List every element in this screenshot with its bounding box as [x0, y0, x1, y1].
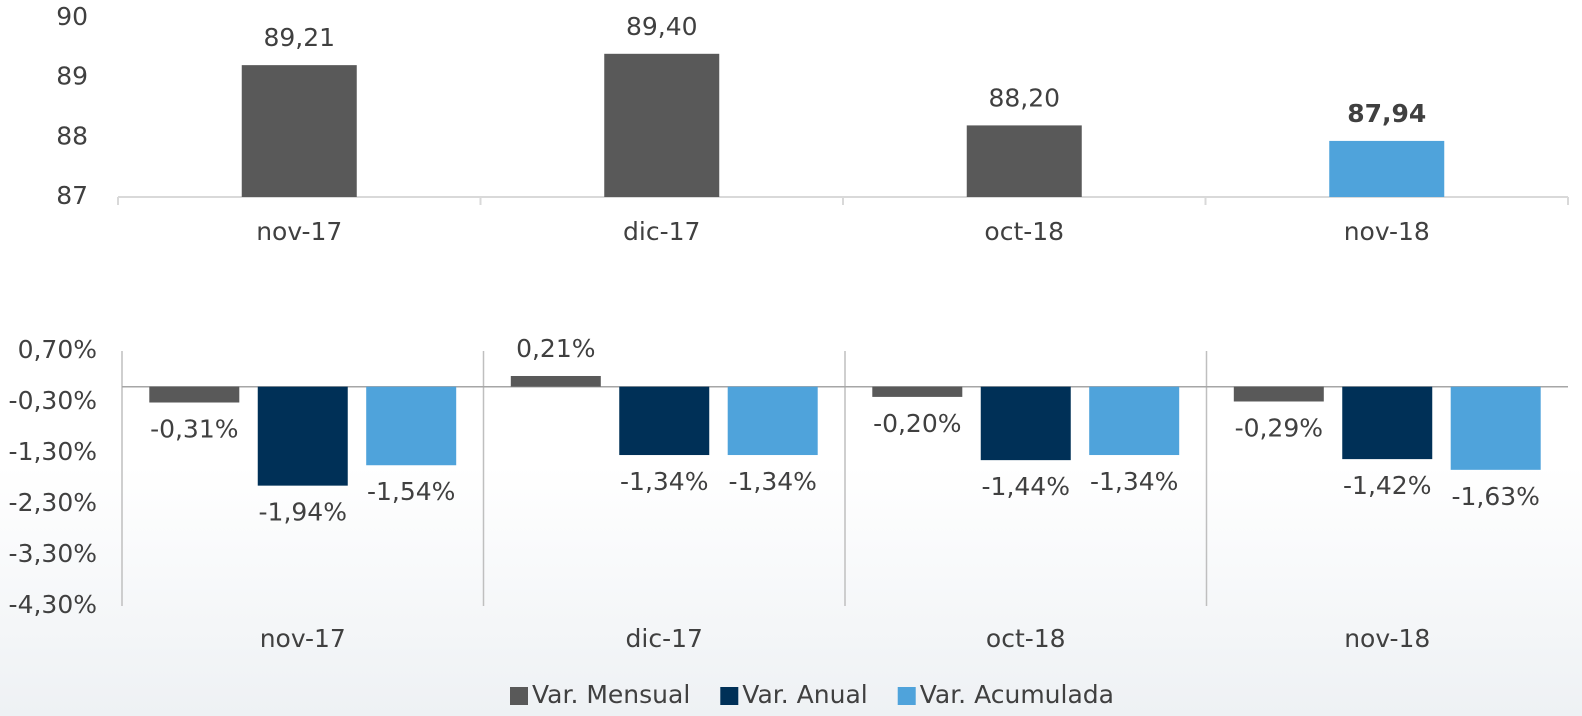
- value-label: -1,34%: [1090, 467, 1178, 496]
- legend-swatch: [720, 687, 739, 705]
- value-label: 0,21%: [516, 334, 595, 363]
- y-tick-label: 88: [56, 121, 88, 150]
- legend-swatch: [897, 687, 916, 705]
- y-tick-label: 0,70%: [18, 335, 97, 364]
- x-tick-label: dic-17: [623, 217, 700, 246]
- bar: [510, 375, 601, 387]
- bar: [966, 125, 1082, 197]
- bar: [604, 53, 720, 197]
- y-tick-label: 87: [56, 181, 88, 210]
- x-tick-label: nov-17: [260, 624, 346, 653]
- x-tick-label: oct-18: [984, 217, 1064, 246]
- y-tick-label: -1,30%: [9, 437, 97, 466]
- value-label: -1,94%: [259, 498, 347, 527]
- y-tick-label: -2,30%: [9, 488, 97, 517]
- legend-label: Var. Anual: [742, 680, 867, 709]
- legend-swatch: [510, 687, 528, 705]
- bar: [1233, 386, 1324, 402]
- bar: [1450, 386, 1541, 470]
- value-label: -0,31%: [150, 415, 238, 444]
- y-tick-label: 89: [56, 62, 88, 91]
- value-label: -0,29%: [1235, 413, 1323, 442]
- bar: [1329, 140, 1445, 197]
- value-label: -1,63%: [1451, 482, 1539, 511]
- x-tick-label: nov-17: [256, 217, 342, 246]
- legend-label: Var. Acumulada: [920, 680, 1114, 709]
- value-label: -1,54%: [367, 477, 455, 506]
- legend-label: Var. Mensual: [532, 680, 690, 709]
- y-tick-label: -4,30%: [9, 590, 97, 619]
- x-tick-label: oct-18: [986, 624, 1066, 653]
- bar: [872, 386, 963, 397]
- bar: [619, 386, 710, 456]
- value-label: -1,44%: [982, 472, 1070, 501]
- x-tick-label: nov-18: [1344, 624, 1430, 653]
- bar: [366, 386, 457, 466]
- value-label: -1,34%: [620, 467, 708, 496]
- value-label: -1,34%: [728, 467, 816, 496]
- bar: [1342, 386, 1433, 460]
- x-tick-label: nov-18: [1344, 217, 1430, 246]
- value-label: 89,40: [626, 12, 698, 41]
- y-tick-label: -0,30%: [9, 386, 97, 415]
- y-tick-label: -3,30%: [9, 539, 97, 568]
- value-label: 87,94: [1347, 99, 1426, 128]
- value-label: -1,42%: [1343, 471, 1431, 500]
- y-tick-label: 90: [56, 2, 88, 31]
- bar: [257, 386, 348, 486]
- bar: [727, 386, 818, 456]
- bar: [241, 65, 357, 198]
- value-label: 88,20: [988, 83, 1060, 112]
- value-label: 89,21: [263, 23, 335, 52]
- x-tick-label: dic-17: [626, 624, 703, 653]
- bar: [149, 386, 240, 403]
- value-label: -0,20%: [873, 409, 961, 438]
- bar: [1089, 386, 1180, 456]
- bar: [980, 386, 1071, 461]
